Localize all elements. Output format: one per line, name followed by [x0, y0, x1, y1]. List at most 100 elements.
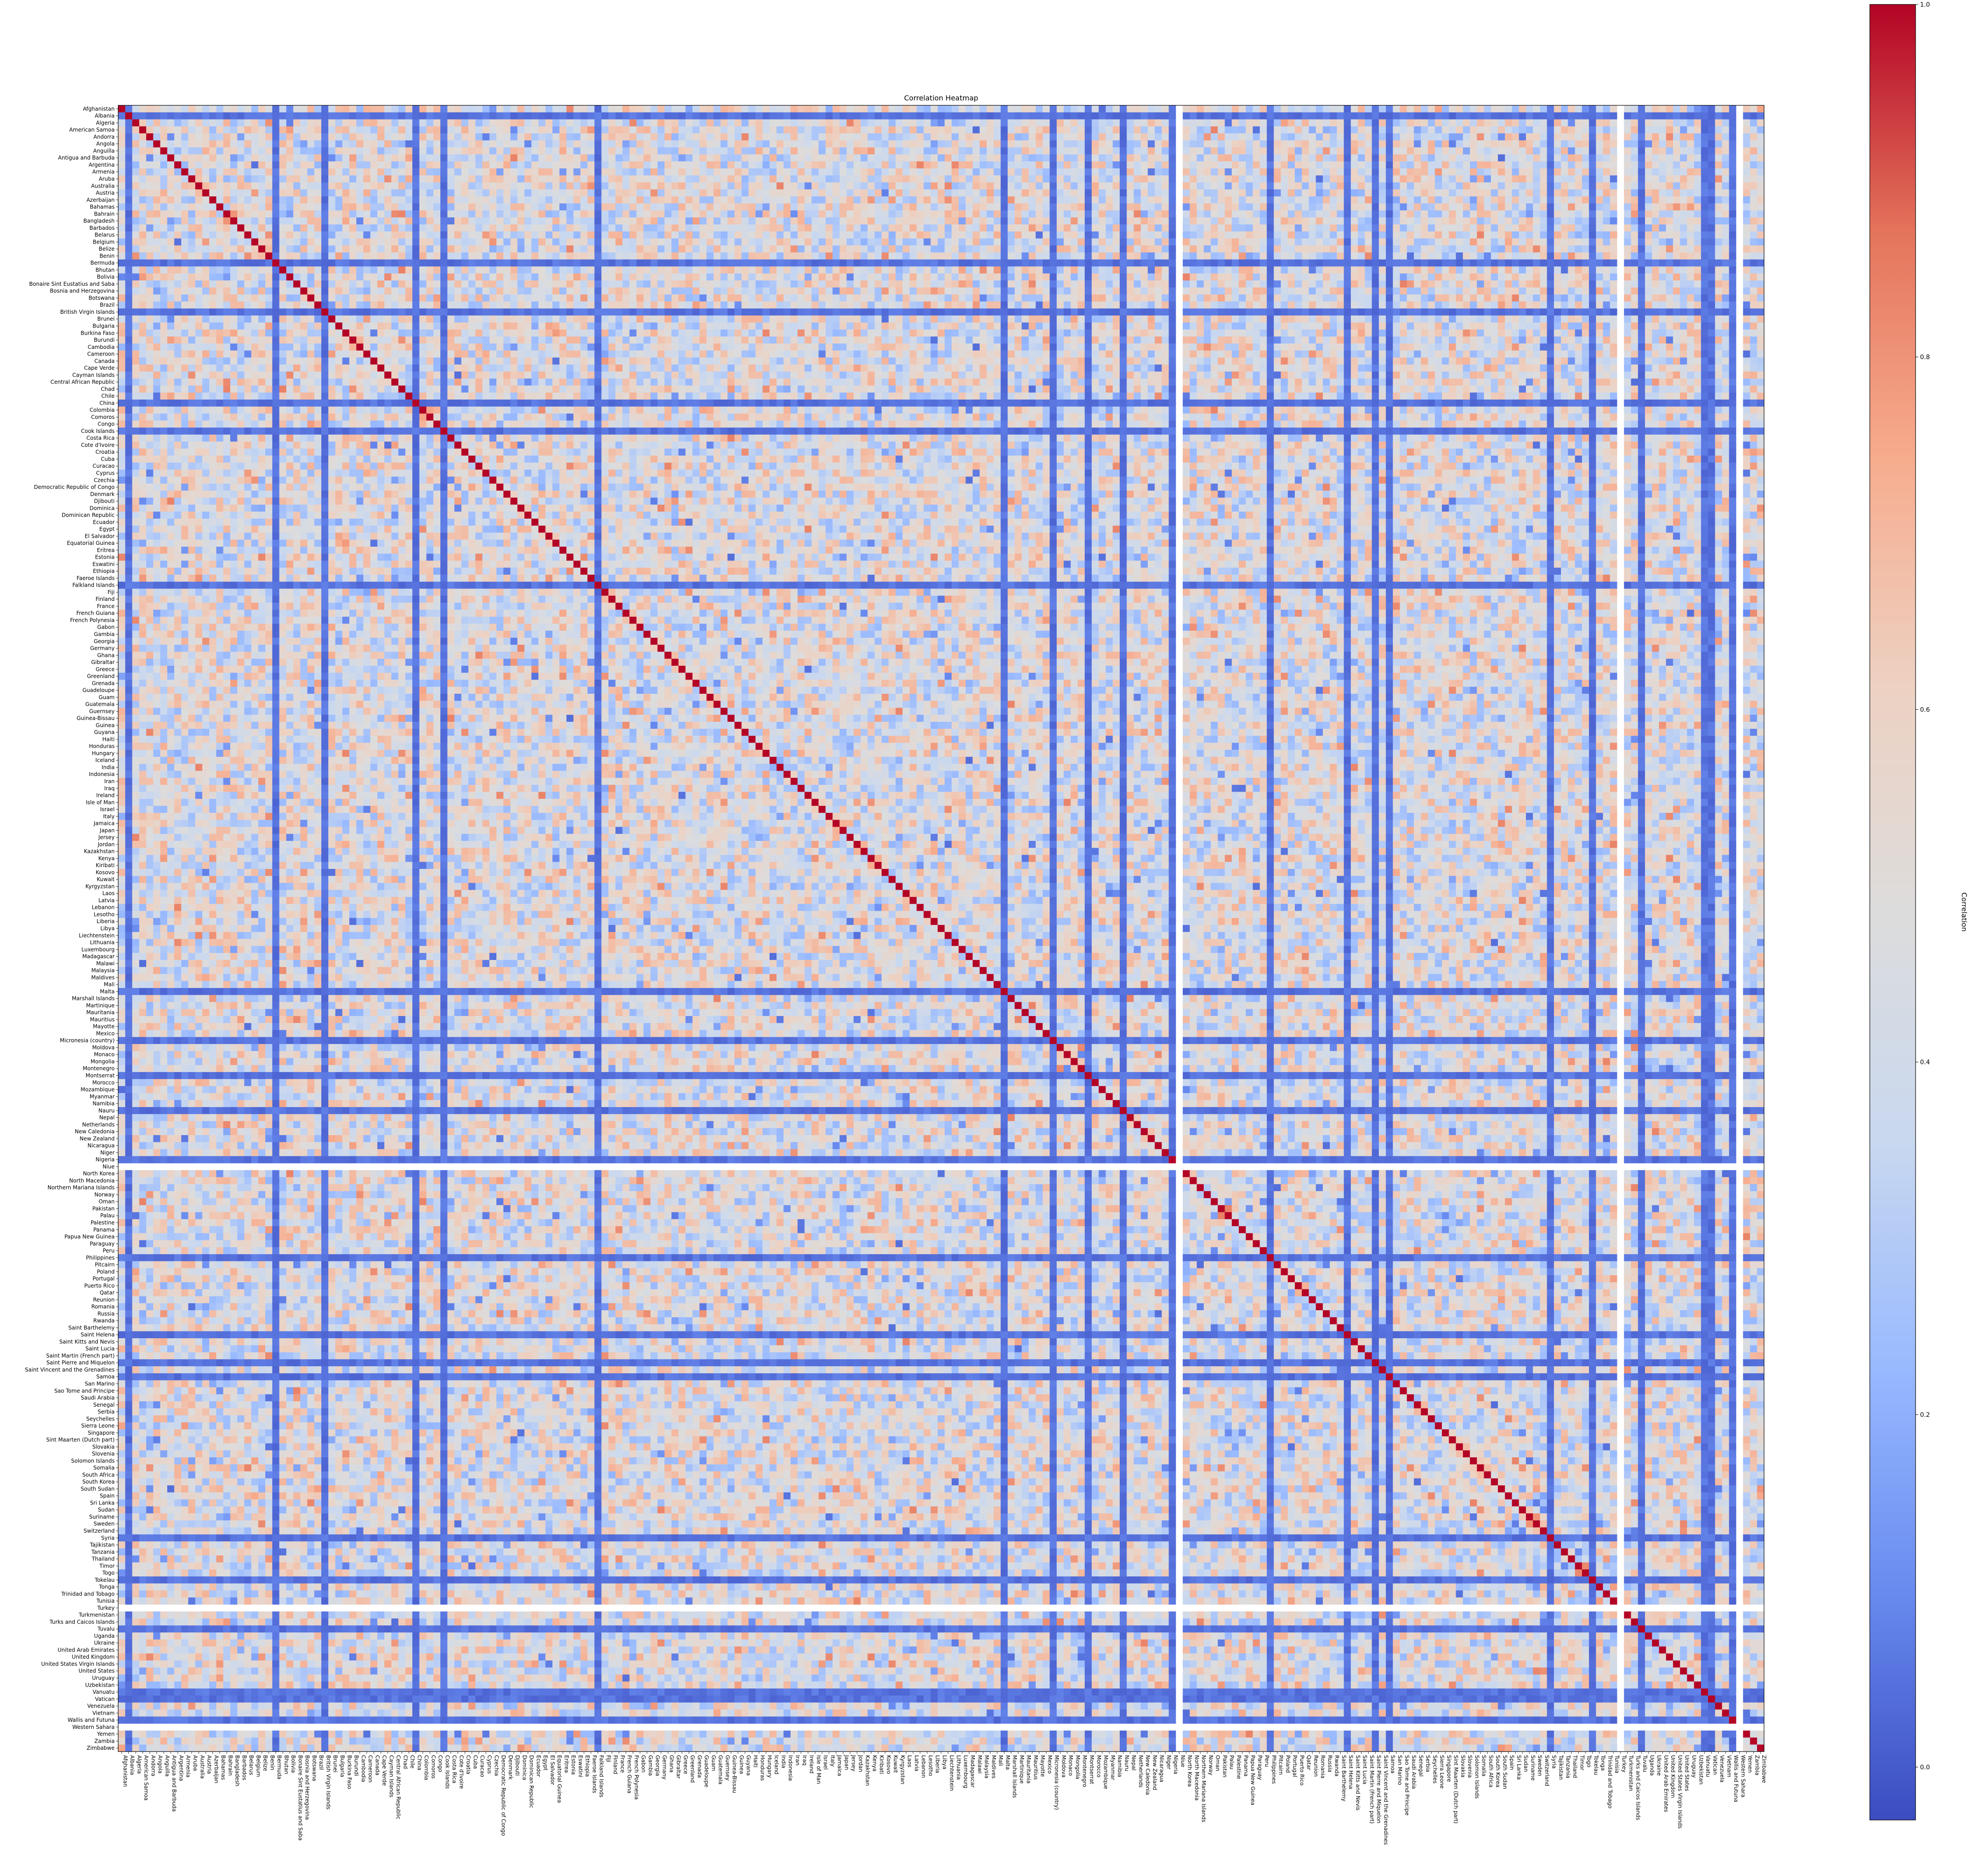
heatmap-cell: [1246, 126, 1253, 133]
heatmap-cell: [1169, 154, 1176, 161]
heatmap-cell: [342, 112, 349, 120]
heatmap-cell: [496, 126, 503, 133]
heatmap-cell: [545, 140, 552, 148]
heatmap-cell: [1694, 154, 1701, 161]
heatmap-cell: [1442, 112, 1449, 120]
heatmap-cell: [1631, 148, 1638, 155]
heatmap-cell: [195, 154, 202, 161]
heatmap-cell: [1036, 140, 1043, 148]
heatmap-cell: [615, 105, 623, 112]
heatmap-cell: [1190, 154, 1197, 161]
heatmap-cell: [658, 148, 665, 155]
heatmap-cell: [370, 112, 377, 120]
heatmap-cell: [707, 154, 714, 161]
heatmap-cell: [1414, 120, 1421, 127]
heatmap-cell: [1365, 161, 1372, 168]
heatmap-cell: [958, 154, 966, 161]
heatmap-cell: [889, 154, 896, 161]
heatmap-cell: [952, 140, 959, 148]
heatmap-cell: [1596, 105, 1603, 112]
heatmap-cell: [398, 161, 405, 168]
heatmap-cell: [952, 126, 959, 133]
heatmap-cell: [896, 105, 903, 112]
heatmap-cell: [1092, 112, 1099, 120]
heatmap-cell: [1120, 120, 1127, 127]
heatmap-cell: [1414, 148, 1421, 155]
heatmap-cell: [244, 112, 251, 120]
heatmap-cell: [1267, 120, 1274, 127]
heatmap-cell: [412, 105, 419, 112]
heatmap-cell: [1449, 133, 1456, 140]
heatmap-cell: [777, 133, 784, 140]
heatmap-cell: [1694, 126, 1701, 133]
heatmap-cell: [139, 112, 146, 120]
heatmap-cell: [587, 148, 595, 155]
heatmap-cell: [384, 126, 391, 133]
heatmap-cell: [188, 148, 196, 155]
heatmap-cell: [1057, 148, 1064, 155]
heatmap-cell: [755, 140, 762, 148]
heatmap-cell: [805, 154, 812, 161]
heatmap-cell: [118, 126, 125, 133]
heatmap-cell: [419, 120, 427, 127]
heatmap-cell: [882, 154, 889, 161]
heatmap-cell: [405, 105, 412, 112]
heatmap-cell: [636, 140, 643, 148]
heatmap-cell: [783, 126, 790, 133]
heatmap-cell: [455, 120, 462, 127]
heatmap-cell: [805, 105, 812, 112]
heatmap-cell: [1260, 161, 1267, 168]
heatmap-cell: [496, 105, 503, 112]
heatmap-cell: [237, 148, 244, 155]
heatmap-cell: [1379, 126, 1386, 133]
heatmap-cell: [777, 154, 784, 161]
heatmap-cell: [328, 112, 335, 120]
heatmap-cell: [1561, 112, 1568, 120]
heatmap-cell: [1316, 126, 1323, 133]
heatmap-cell: [1631, 140, 1638, 148]
heatmap-cell: [1428, 140, 1435, 148]
heatmap-cell: [1666, 140, 1673, 148]
heatmap-cell: [1036, 154, 1043, 161]
heatmap-cell: [994, 126, 1001, 133]
heatmap-cell: [496, 140, 503, 148]
heatmap-cell: [1589, 105, 1596, 112]
heatmap-cell: [917, 133, 924, 140]
heatmap-cell: [671, 148, 679, 155]
heatmap-cell: [1190, 140, 1197, 148]
heatmap-cell: [475, 161, 483, 168]
heatmap-cell: [735, 133, 742, 140]
heatmap-cell: [1421, 148, 1428, 155]
heatmap-cell: [300, 105, 307, 112]
heatmap-cell: [818, 161, 826, 168]
heatmap-cell: [489, 105, 496, 112]
heatmap-cell: [874, 140, 882, 148]
heatmap-cell: [1260, 120, 1267, 127]
heatmap-cell: [483, 105, 490, 112]
heatmap-cell: [181, 105, 188, 112]
heatmap-cell: [749, 133, 756, 140]
heatmap-cell: [258, 112, 265, 120]
heatmap-cell: [202, 140, 209, 148]
heatmap-cell: [707, 112, 714, 120]
heatmap-cell: [902, 112, 910, 120]
heatmap-cell: [174, 140, 181, 148]
heatmap-cell: [511, 148, 518, 155]
heatmap-cell: [167, 120, 174, 127]
heatmap-cell: [1330, 154, 1337, 161]
heatmap-cell: [783, 120, 790, 127]
heatmap-cell: [1498, 105, 1505, 112]
heatmap-cell: [945, 126, 952, 133]
heatmap-cell: [1127, 126, 1134, 133]
heatmap-cell: [1281, 105, 1288, 112]
heatmap-cell: [1141, 154, 1148, 161]
heatmap-cell: [503, 126, 511, 133]
heatmap-cell: [1743, 126, 1750, 133]
heatmap-cell: [433, 112, 440, 120]
heatmap-cell: [293, 154, 300, 161]
heatmap-cell: [244, 126, 251, 133]
heatmap-cell: [1085, 105, 1092, 112]
heatmap-cell: [889, 140, 896, 148]
heatmap-cell: [567, 161, 574, 168]
heatmap-cell: [721, 133, 728, 140]
